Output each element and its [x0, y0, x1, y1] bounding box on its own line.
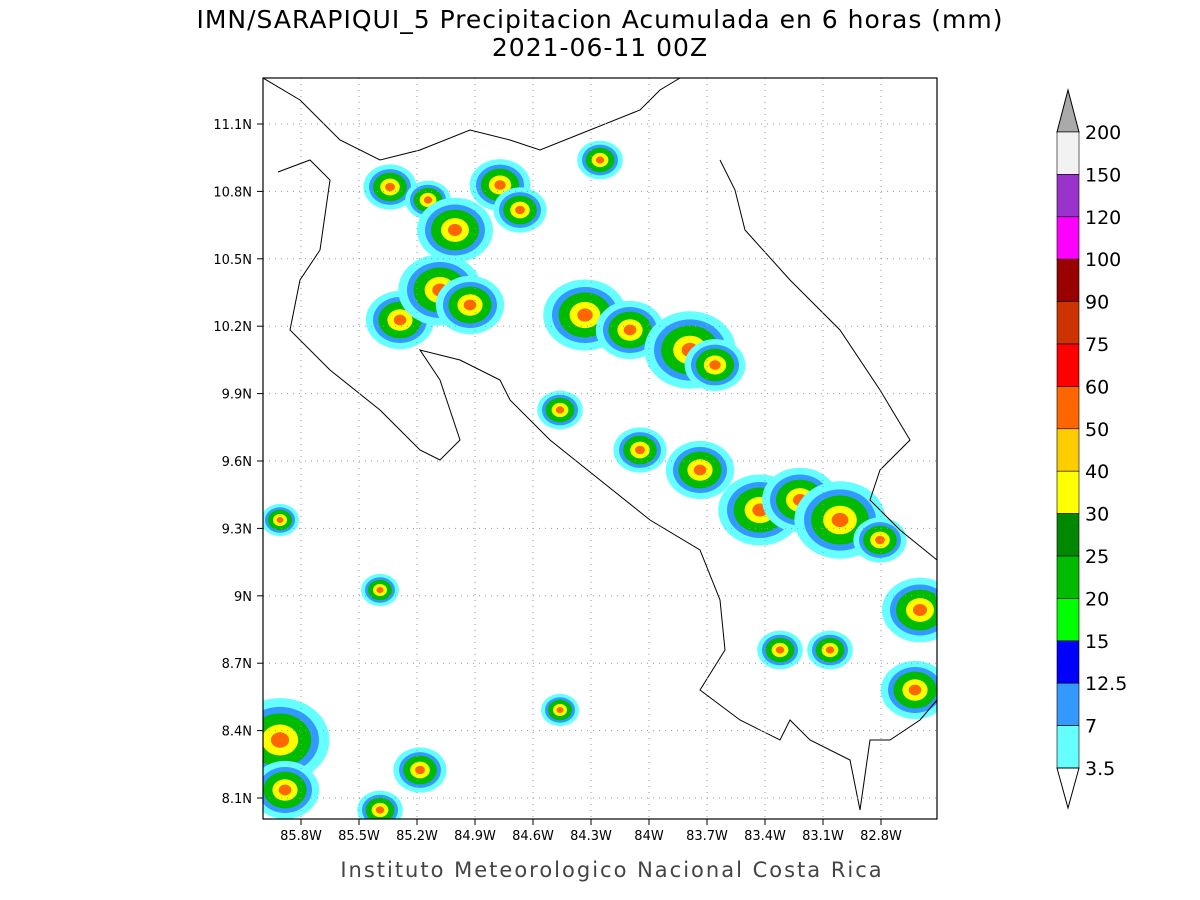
- precip-blob: [494, 180, 506, 190]
- colorbar-box: [1056, 301, 1080, 345]
- lat-label: 9N: [234, 590, 252, 605]
- lon-label: 84W: [634, 829, 664, 844]
- colorbar-label: 90: [1085, 292, 1109, 314]
- precip-blob: [393, 314, 407, 326]
- title: IMN/SARAPIQUI_5 Precipitacion Acumulada …: [196, 5, 1003, 34]
- lon-label: 83.1W: [802, 829, 844, 844]
- colorbar-label: 30: [1085, 504, 1109, 526]
- lat-label: 10.5N: [213, 253, 252, 268]
- precip-blob: [635, 445, 645, 455]
- colorbar-box: [1056, 258, 1080, 302]
- colorbar-label: 100: [1085, 249, 1121, 271]
- precip-blob: [385, 182, 395, 192]
- colorbar-box: [1056, 386, 1080, 430]
- precip-blob: [875, 535, 885, 545]
- precip-blob: [913, 604, 927, 616]
- lon-label: 83.4W: [744, 829, 786, 844]
- precip-blob: [375, 806, 385, 814]
- colorbar-label: 25: [1085, 546, 1109, 568]
- precip-blob: [831, 512, 849, 528]
- precip-blob: [908, 684, 922, 696]
- colorbar-box: [1056, 216, 1080, 260]
- lat-label: 9.9N: [222, 388, 252, 403]
- lat-label: 9.3N: [222, 522, 252, 537]
- colorbar-label: 200: [1085, 122, 1121, 144]
- precip-blob: [515, 205, 525, 215]
- colorbar-box: [1056, 428, 1080, 472]
- precip-blob: [709, 360, 721, 370]
- lat-label: 8.1N: [222, 792, 252, 807]
- lat-label: 10.8N: [213, 185, 252, 200]
- lon-label: 85.5W: [338, 829, 380, 844]
- precip-field: [263, 78, 937, 819]
- precip-blob: [825, 646, 835, 654]
- precip-blob: [775, 646, 785, 654]
- precip-blob: [623, 324, 637, 336]
- precip-blob: [556, 707, 564, 713]
- colorbar-label: 60: [1085, 376, 1109, 398]
- colorbar-box: [1056, 640, 1080, 684]
- colorbar-box: [1056, 682, 1080, 726]
- lat-label: 8.7N: [222, 657, 252, 672]
- colorbar-label: 75: [1085, 334, 1109, 356]
- colorbar-box: [1056, 343, 1080, 387]
- credit: Instituto Meteorologico Nacional Costa R…: [340, 858, 883, 882]
- precip-blob: [595, 156, 605, 164]
- precip-blob: [463, 299, 477, 311]
- precip-blob: [693, 464, 707, 476]
- colorbar-label: 40: [1085, 461, 1109, 483]
- colorbar-label: 3.5: [1085, 758, 1115, 780]
- lon-label: 83.7W: [686, 829, 728, 844]
- precip-blob: [278, 784, 292, 796]
- lon-label: 85.8W: [280, 829, 322, 844]
- colorbar-box: [1056, 131, 1080, 175]
- colorbar-label: 20: [1085, 588, 1109, 610]
- colorbar-box: [1056, 470, 1080, 514]
- lat-label: 10.2N: [213, 320, 252, 335]
- lon-label: 82.8W: [860, 829, 902, 844]
- colorbar-box: [1056, 174, 1080, 218]
- colorbar-label: 7: [1085, 716, 1097, 738]
- lon-label: 84.3W: [570, 829, 612, 844]
- colorbar-label: 50: [1085, 419, 1109, 441]
- precip-blob: [415, 765, 425, 775]
- precip-blob: [376, 587, 384, 593]
- colorbar-box: [1056, 725, 1080, 769]
- lon-label: 84.6W: [512, 829, 554, 844]
- precip-blob: [448, 224, 462, 236]
- precip-blob: [276, 517, 284, 523]
- colorbar-box: [1056, 598, 1080, 642]
- colorbar-label: 12.5: [1085, 673, 1127, 695]
- colorbar-label: 120: [1085, 207, 1121, 229]
- precip-blob: [270, 732, 290, 748]
- colorbar-box: [1056, 513, 1080, 557]
- lat-label: 11.1N: [213, 118, 252, 133]
- lon-label: 85.2W: [396, 829, 438, 844]
- coastline: [263, 78, 937, 811]
- colorbar-box: [1056, 555, 1080, 599]
- colorbar-label: 15: [1085, 631, 1109, 653]
- lon-label: 84.9W: [454, 829, 496, 844]
- lat-label: 9.6N: [222, 455, 252, 470]
- map-frame: [262, 77, 938, 820]
- subtitle: 2021-06-11 00Z: [492, 33, 708, 62]
- precip-blob: [423, 196, 433, 204]
- precip-blob: [555, 406, 565, 414]
- precip-blob: [577, 308, 593, 322]
- colorbar-over: [1056, 88, 1080, 133]
- lat-label: 8.4N: [222, 725, 252, 740]
- colorbar-label: 150: [1085, 164, 1121, 186]
- colorbar-under: [1056, 767, 1080, 810]
